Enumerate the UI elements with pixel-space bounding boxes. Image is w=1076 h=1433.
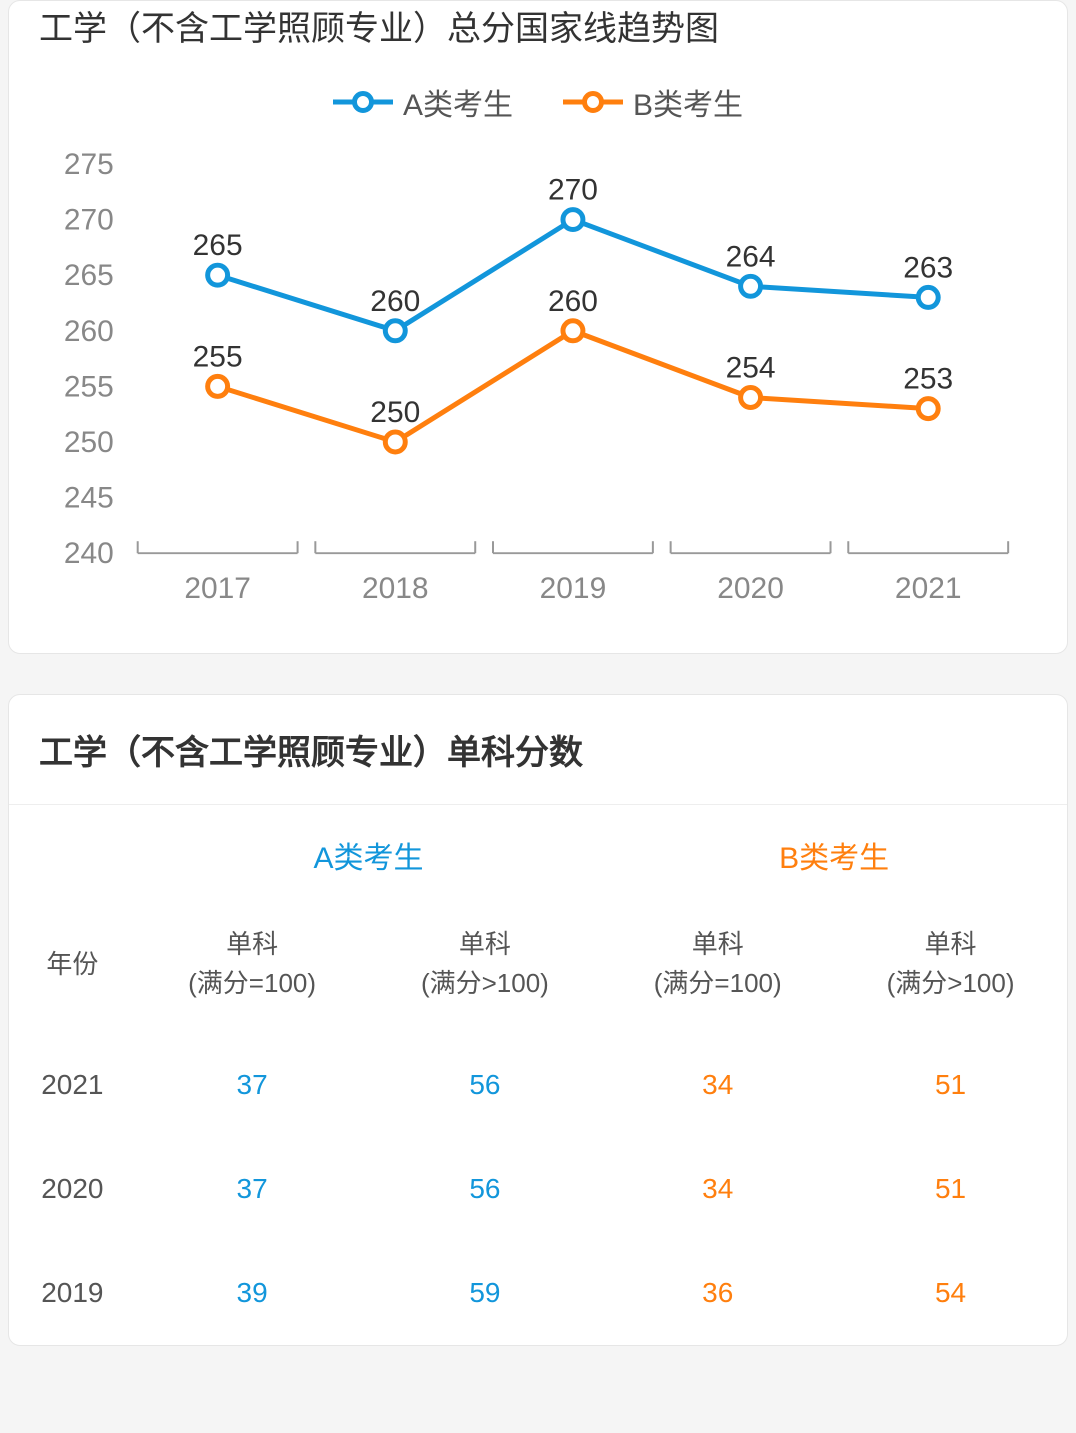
cell-b1: 36 — [601, 1241, 834, 1345]
cell-a2: 56 — [369, 1033, 602, 1137]
cell-a1: 37 — [136, 1137, 369, 1241]
cell-year: 2019 — [9, 1241, 136, 1345]
svg-text:255: 255 — [64, 370, 114, 403]
svg-text:253: 253 — [903, 363, 953, 396]
svg-text:2017: 2017 — [184, 572, 251, 605]
group-header-b: B类考生 — [601, 805, 1067, 905]
svg-text:250: 250 — [370, 396, 420, 429]
subheader-b2: 单科(满分>100) — [834, 905, 1067, 1033]
svg-text:254: 254 — [726, 352, 776, 385]
svg-text:275: 275 — [64, 148, 114, 181]
svg-text:2021: 2021 — [895, 572, 962, 605]
cell-a1: 39 — [136, 1241, 369, 1345]
svg-text:2019: 2019 — [540, 572, 607, 605]
cell-b2: 54 — [834, 1241, 1067, 1345]
svg-text:260: 260 — [64, 315, 114, 348]
table-row: 201939593654 — [9, 1241, 1067, 1345]
svg-text:264: 264 — [726, 240, 776, 273]
cell-b1: 34 — [601, 1033, 834, 1137]
svg-text:2020: 2020 — [717, 572, 784, 605]
legend-marker-b — [563, 90, 623, 114]
cell-a2: 59 — [369, 1241, 602, 1345]
chart-container: A类考生 B类考生 240 245 250 255 260 265 270 275 2017 20… — [9, 70, 1067, 653]
subheader-a2: 单科(满分>100) — [369, 905, 602, 1033]
trend-chart-card: 工学（不含工学照顾专业）总分国家线趋势图 A类考生 B类考生 240 245 250… — [8, 0, 1068, 654]
subject-scores-card: 工学（不含工学照顾专业）单科分数 A类考生 B类考生 年份 单科(满分=100)… — [8, 694, 1068, 1346]
group-header-a: A类考生 — [136, 805, 602, 905]
legend-item-b[interactable]: B类考生 — [563, 80, 743, 124]
svg-text:260: 260 — [370, 285, 420, 318]
line-chart: 240 245 250 255 260 265 270 275 2017 2018 2019 2020… — [29, 144, 1047, 623]
svg-text:265: 265 — [64, 259, 114, 292]
chart-legend: A类考生 B类考生 — [29, 80, 1047, 124]
subheader-b1: 单科(满分=100) — [601, 905, 834, 1033]
table-row: 202037563451 — [9, 1137, 1067, 1241]
legend-label-b: B类考生 — [633, 80, 743, 124]
svg-text:270: 270 — [64, 204, 114, 237]
svg-text:260: 260 — [548, 285, 598, 318]
table-subheader-row: 年份 单科(满分=100) 单科(满分>100) 单科(满分=100) 单科(满… — [9, 905, 1067, 1033]
table-group-row: A类考生 B类考生 — [9, 805, 1067, 905]
cell-b1: 34 — [601, 1137, 834, 1241]
svg-text:250: 250 — [64, 426, 114, 459]
cell-a2: 56 — [369, 1137, 602, 1241]
cell-b2: 51 — [834, 1033, 1067, 1137]
table-row: 202137563451 — [9, 1033, 1067, 1137]
svg-text:2018: 2018 — [362, 572, 429, 605]
cell-a1: 37 — [136, 1033, 369, 1137]
svg-text:240: 240 — [64, 537, 114, 570]
svg-text:255: 255 — [193, 340, 243, 373]
year-header: 年份 — [9, 905, 136, 1033]
cell-b2: 51 — [834, 1137, 1067, 1241]
table-title: 工学（不含工学照顾专业）单科分数 — [9, 725, 1067, 805]
scores-table: A类考生 B类考生 年份 单科(满分=100) 单科(满分>100) 单科(满分… — [9, 805, 1067, 1345]
svg-text:245: 245 — [64, 482, 114, 515]
cell-year: 2020 — [9, 1137, 136, 1241]
legend-item-a[interactable]: A类考生 — [333, 80, 513, 124]
svg-text:270: 270 — [548, 174, 598, 207]
cell-year: 2021 — [9, 1033, 136, 1137]
subheader-a1: 单科(满分=100) — [136, 905, 369, 1033]
legend-marker-a — [333, 90, 393, 114]
svg-text:265: 265 — [193, 229, 243, 262]
svg-text:263: 263 — [903, 251, 953, 284]
legend-label-a: A类考生 — [403, 80, 513, 124]
chart-title: 工学（不含工学照顾专业）总分国家线趋势图 — [9, 1, 1067, 70]
